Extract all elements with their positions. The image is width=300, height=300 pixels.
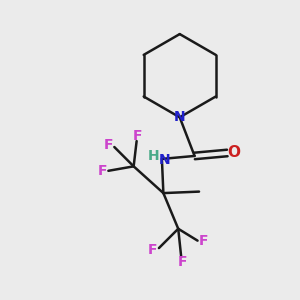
Text: N: N	[174, 110, 185, 124]
Text: F: F	[148, 243, 158, 256]
Text: F: F	[98, 164, 107, 178]
Text: F: F	[199, 234, 208, 248]
Text: N: N	[159, 153, 171, 167]
Text: H: H	[148, 149, 159, 163]
Text: O: O	[227, 146, 240, 160]
Text: F: F	[133, 129, 142, 143]
Text: F: F	[178, 255, 188, 269]
Text: F: F	[103, 138, 113, 152]
